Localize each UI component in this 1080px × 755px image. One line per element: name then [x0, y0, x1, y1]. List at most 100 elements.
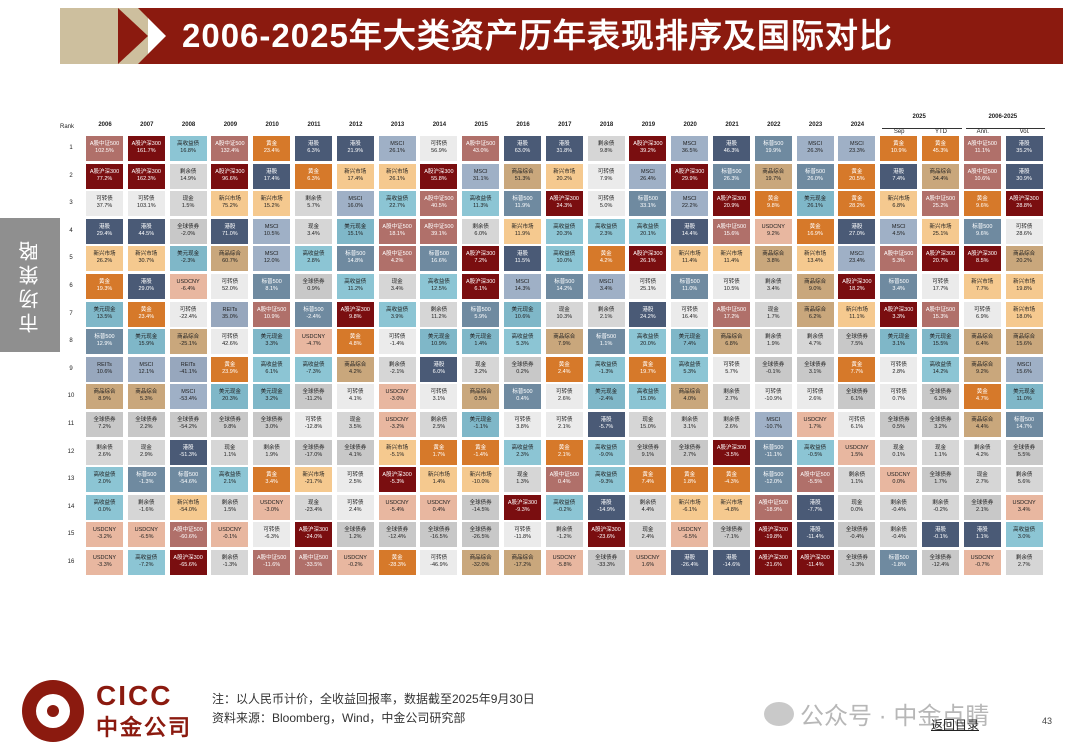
- asset-cell: 剩余债 2.7%: [713, 384, 750, 410]
- year-header: 2006: [98, 122, 112, 128]
- asset-cell: USDCNY -3.2%: [86, 522, 123, 548]
- asset-name: 剩余债: [890, 499, 907, 506]
- asset-cell: 高收益债 16.8%: [169, 136, 207, 161]
- asset-name: USDCNY: [176, 279, 200, 285]
- asset-name: 剩余债: [221, 555, 239, 561]
- asset-cell: 美元现金 3.2%: [253, 384, 291, 410]
- asset-cell: 标普500 8.1%: [253, 274, 291, 299]
- asset-cell: 新兴市场 18.0%: [1005, 301, 1043, 327]
- asset-name: 高收益债: [553, 251, 576, 258]
- asset-name: 高收益债: [344, 279, 367, 285]
- asset-name: A股中证500: [424, 223, 454, 230]
- asset-return: 35.0%: [222, 313, 238, 320]
- asset-cell: USDCNY -0.7%: [963, 550, 1001, 575]
- asset-return: 60.7%: [222, 258, 238, 265]
- asset-return: -0.4%: [849, 534, 865, 541]
- asset-return: -3.2%: [97, 534, 112, 541]
- asset-return: 0.5%: [892, 424, 905, 430]
- asset-cell: 美元现金 20.3%: [211, 384, 249, 410]
- asset-cell: USDCNY 1.5%: [838, 439, 876, 465]
- asset-cell: 黄金 9.6%: [963, 191, 1001, 217]
- asset-cell: 全球债券 5.5%: [1005, 439, 1043, 465]
- asset-name: MSCI: [641, 168, 655, 175]
- asset-return: 28.2%: [849, 203, 865, 210]
- asset-name: 可转债: [890, 361, 907, 368]
- asset-return: 4.8%: [349, 341, 362, 348]
- asset-return: 16.4%: [681, 313, 698, 320]
- asset-return: 20.7%: [932, 258, 949, 265]
- asset-return: -26.4%: [680, 562, 699, 568]
- asset-return: 2.5%: [432, 424, 446, 430]
- asset-name: 剩余债: [597, 306, 615, 313]
- asset-cell: 可转债 52.0%: [211, 274, 249, 299]
- asset-return: 16.8%: [180, 148, 196, 154]
- asset-name: 新兴市场: [177, 499, 200, 506]
- asset-return: 11.4%: [723, 258, 740, 265]
- asset-name: 港股: [725, 141, 737, 147]
- asset-cell: 全球债券 -7.1%: [713, 522, 750, 548]
- asset-name: A股沪深300: [633, 251, 663, 258]
- asset-name: 高收益债: [302, 361, 325, 368]
- asset-return: 1.1%: [599, 341, 613, 348]
- asset-cell: 美元现金 15.1%: [336, 218, 374, 244]
- asset-cell: 美元现金 -1.1%: [462, 412, 500, 437]
- asset-cell: 可转债 6.1%: [838, 412, 876, 437]
- year-header: 2011: [307, 122, 321, 128]
- asset-name: 高收益债: [636, 334, 659, 341]
- asset-name: 黄金: [642, 361, 654, 368]
- asset-return: 2.8%: [892, 368, 905, 375]
- asset-name: A股中证500: [257, 555, 287, 561]
- asset-return: -26.5%: [471, 534, 490, 541]
- asset-return: 19.8%: [1016, 286, 1032, 292]
- asset-name: 美元现金: [469, 334, 492, 341]
- asset-return: 6.0%: [432, 368, 446, 375]
- rank-number: 12: [67, 448, 75, 455]
- asset-name: 黄金: [140, 306, 152, 313]
- asset-return: 15.6%: [1016, 368, 1032, 375]
- asset-return: -41.1%: [179, 368, 197, 375]
- asset-cell: 可转债 25.1%: [629, 274, 667, 299]
- asset-name: 新兴市场: [511, 223, 534, 230]
- asset-cell: 可转债 5.7%: [713, 356, 750, 382]
- asset-cell: 商品综合 51.3%: [504, 163, 541, 189]
- asset-cell: 新兴市场 30.7%: [127, 246, 165, 272]
- asset-cell: 现金 0.1%: [880, 439, 918, 465]
- asset-name: 可转债: [138, 196, 155, 203]
- asset-return: 2.0%: [98, 479, 111, 486]
- asset-name: 港股: [516, 251, 528, 258]
- asset-name: 港股: [558, 141, 570, 147]
- asset-name: 美元现金: [929, 334, 952, 341]
- asset-name: 港股: [934, 527, 946, 534]
- asset-return: 19.3%: [96, 286, 113, 292]
- back-to-contents-link[interactable]: 返回目录: [931, 718, 980, 732]
- asset-cell: 黄金 2.1%: [545, 439, 583, 465]
- asset-cell: 黄金 28.2%: [838, 191, 876, 217]
- asset-return: 3.1%: [432, 396, 446, 403]
- asset-return: 3.2%: [934, 424, 947, 430]
- asset-return: 14.2%: [932, 368, 949, 375]
- asset-name: A股沪深300: [716, 444, 747, 451]
- asset-cell: 商品综合 -32.0%: [462, 550, 500, 575]
- asset-return: 16.6%: [431, 258, 447, 265]
- asset-return: 15.6%: [723, 230, 740, 237]
- asset-return: 2.7%: [683, 451, 696, 458]
- asset-name: 可转债: [806, 389, 824, 396]
- asset-return: 2.6%: [558, 396, 571, 403]
- section-tab[interactable]: 市场策略: [0, 218, 60, 352]
- asset-cell: 商品综合 4.4%: [963, 412, 1001, 437]
- asset-name: 全球债券: [177, 223, 200, 230]
- asset-name: 标普500: [763, 141, 784, 147]
- asset-return: 6.3%: [307, 175, 320, 182]
- asset-name: 新兴市场: [720, 251, 743, 258]
- asset-name: 高收益债: [93, 499, 116, 506]
- asset-cell: 标普500 -54.6%: [169, 467, 207, 493]
- asset-name: 商品综合: [135, 389, 158, 396]
- asset-name: 黄金: [266, 472, 278, 479]
- asset-cell: 黄金 16.9%: [796, 218, 834, 244]
- asset-cell: MSCI -53.4%: [169, 384, 207, 410]
- asset-return: 5.0%: [599, 203, 613, 210]
- asset-name: MSCI: [850, 251, 864, 258]
- asset-name: 全球债券: [1013, 444, 1036, 451]
- asset-cell: 港股 -14.9%: [587, 494, 625, 520]
- asset-name: 港股: [98, 223, 110, 230]
